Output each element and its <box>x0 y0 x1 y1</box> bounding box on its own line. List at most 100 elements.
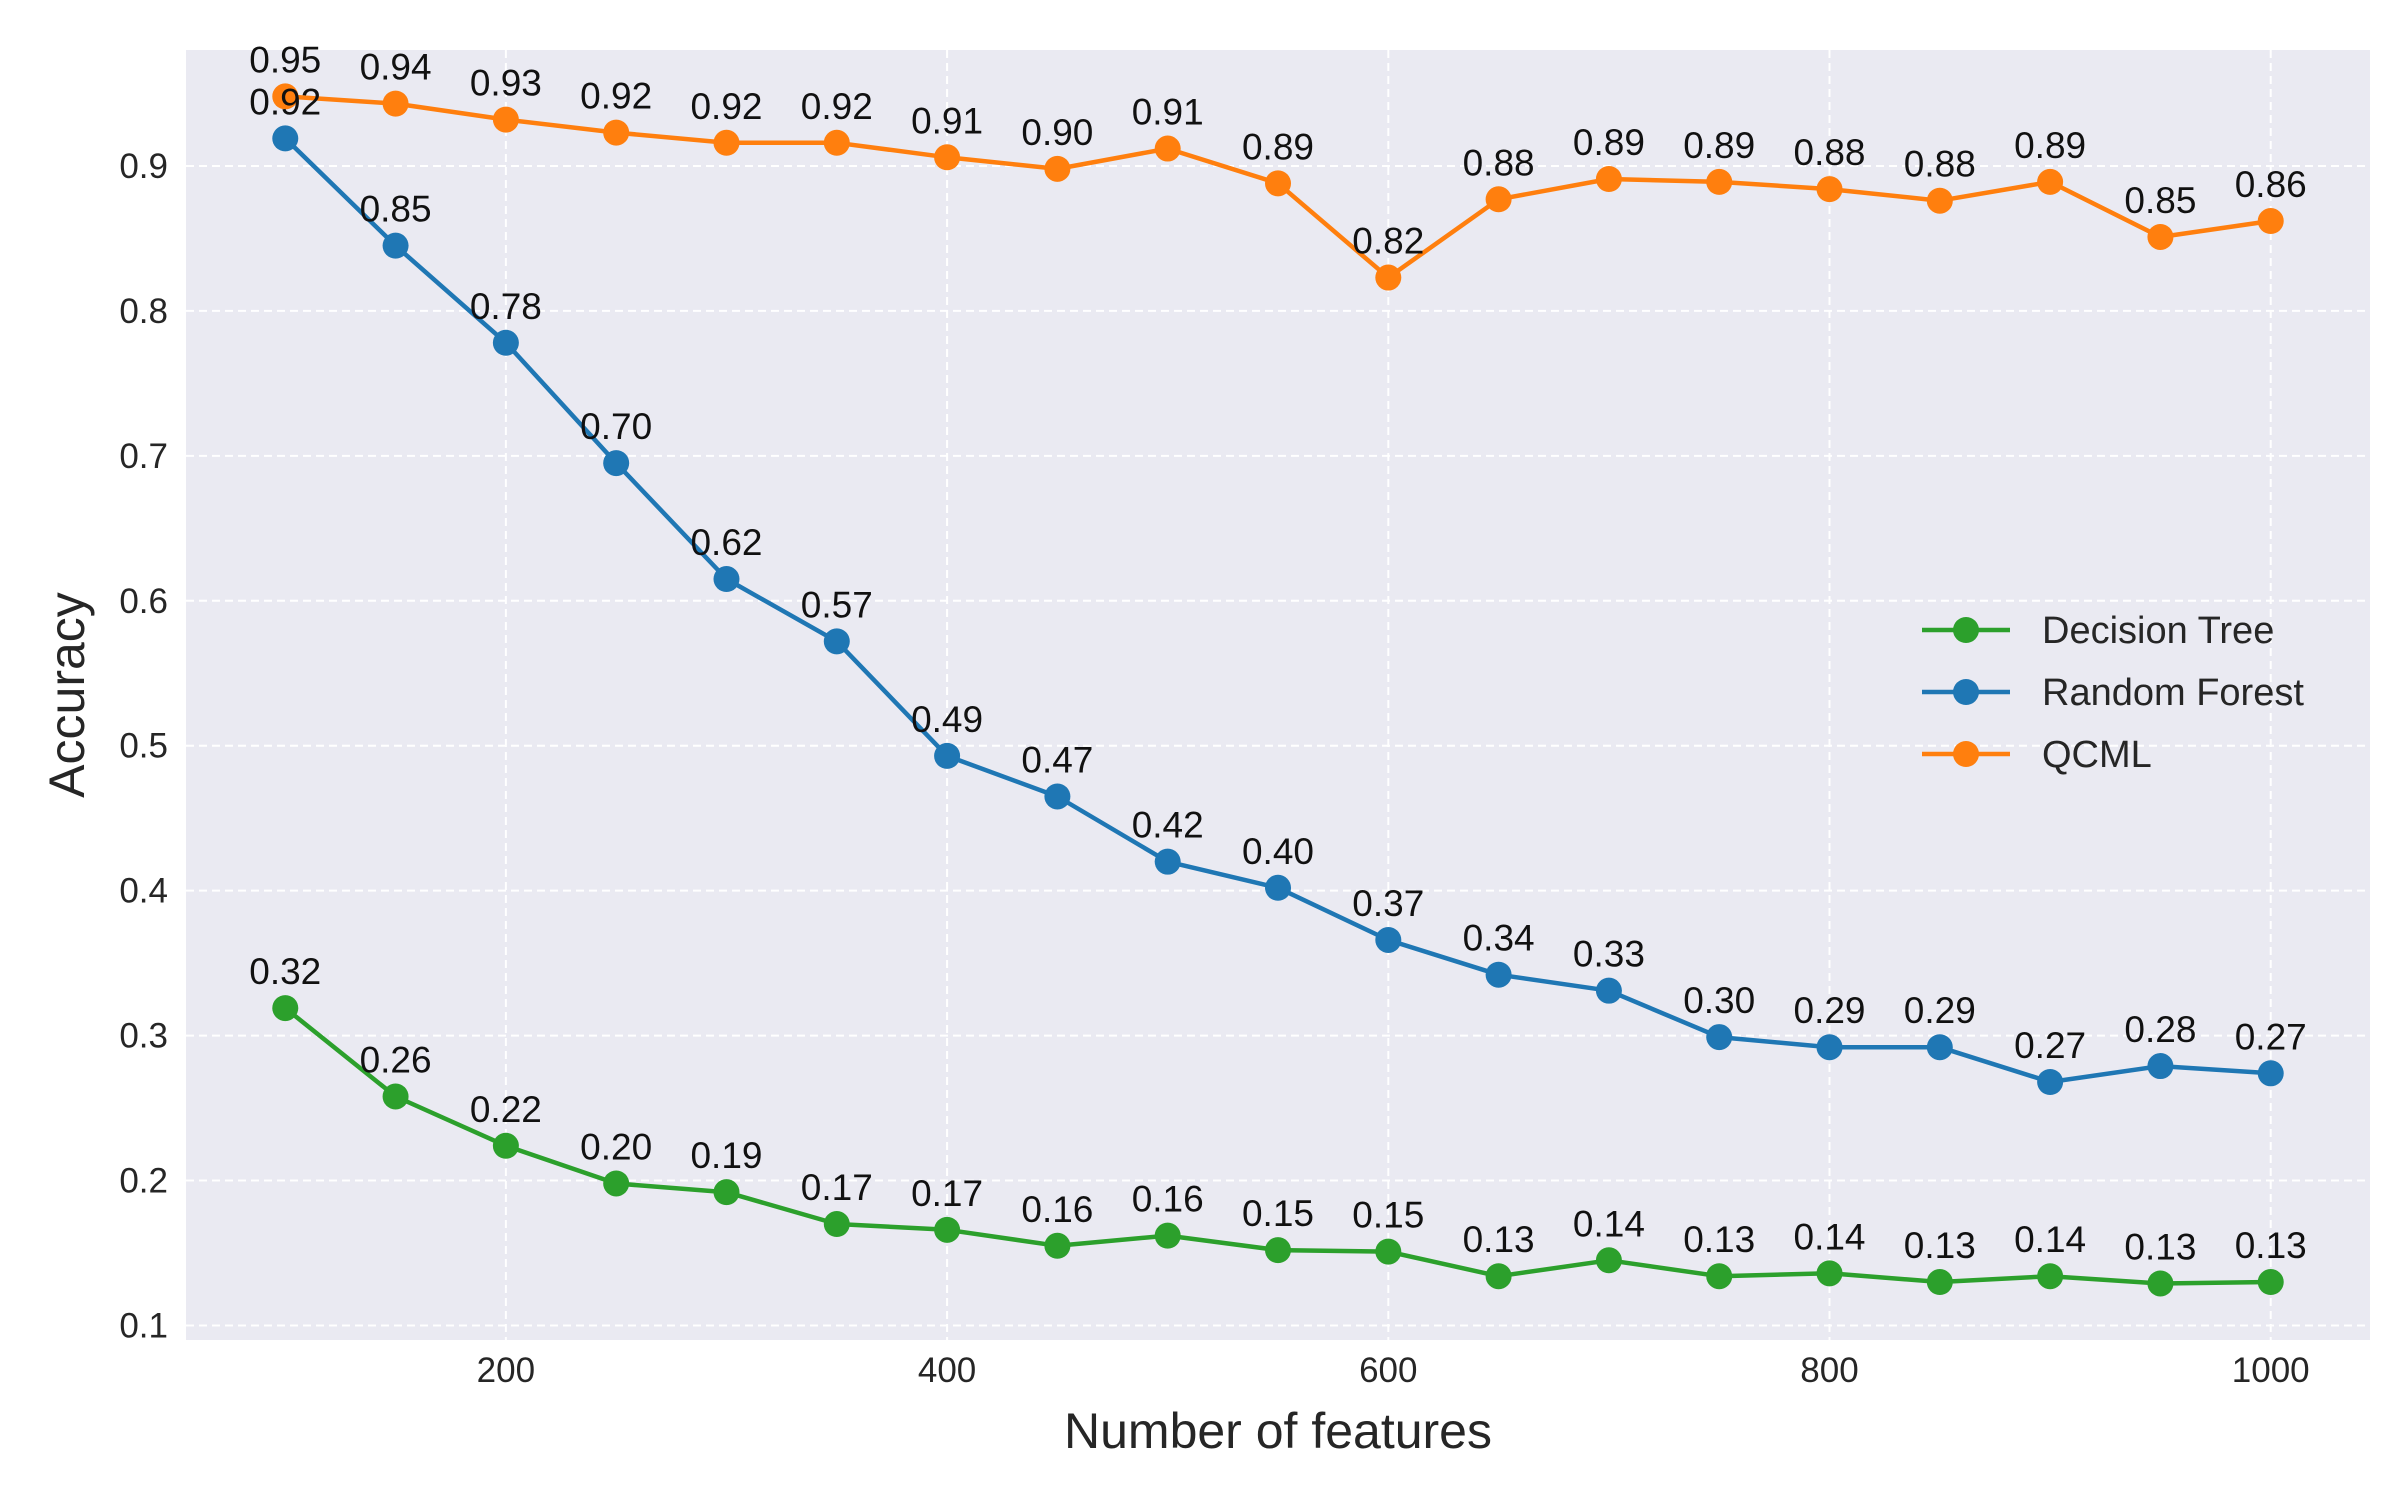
data-label-random-forest: 0.29 <box>1794 990 1866 1031</box>
legend: Decision Tree Random Forest QCML <box>1922 610 2304 776</box>
legend-marker-qcml <box>1953 741 1979 767</box>
series-random-forest <box>272 125 2284 1095</box>
data-label-decision-tree: 0.15 <box>1352 1195 1424 1236</box>
data-label-random-forest: 0.37 <box>1352 883 1424 924</box>
x-axis-title: Number of features <box>1064 1403 1492 1459</box>
data-point-random-forest <box>1595 977 1622 1004</box>
data-label-decision-tree: 0.17 <box>911 1173 983 1214</box>
data-label-decision-tree: 0.13 <box>1463 1219 1535 1260</box>
legend-label-decision-tree: Decision Tree <box>2042 610 2274 652</box>
data-label-random-forest: 0.27 <box>2235 1016 2307 1057</box>
data-point-decision-tree <box>2037 1263 2064 1290</box>
data-label-decision-tree: 0.20 <box>580 1126 652 1167</box>
data-label-decision-tree: 0.14 <box>2014 1219 2086 1260</box>
data-label-random-forest: 0.70 <box>580 406 652 447</box>
data-label-decision-tree: 0.14 <box>1794 1216 1866 1257</box>
legend-label-qcml: QCML <box>2042 734 2152 776</box>
data-label-decision-tree: 0.14 <box>1573 1203 1645 1244</box>
legend-item-qcml: QCML <box>1922 734 2152 776</box>
data-point-qcml <box>2037 168 2064 195</box>
data-point-random-forest <box>934 742 961 769</box>
data-point-decision-tree <box>713 1179 740 1206</box>
y-tick-label: 0.4 <box>119 872 168 911</box>
data-point-qcml <box>1154 135 1181 162</box>
data-label-random-forest: 0.29 <box>1904 990 1976 1031</box>
plot-area <box>186 50 2370 1340</box>
data-label-random-forest: 0.47 <box>1021 739 1093 780</box>
y-tick-label: 0.5 <box>119 727 168 766</box>
data-label-qcml: 0.89 <box>1683 125 1755 166</box>
y-axis-title: Accuracy <box>39 592 95 798</box>
data-label-qcml: 0.89 <box>1573 122 1645 163</box>
y-tick-label: 0.7 <box>119 437 168 476</box>
data-point-decision-tree <box>2147 1270 2174 1297</box>
x-tick-label: 600 <box>1359 1351 1417 1390</box>
series-qcml <box>272 83 2284 291</box>
data-point-decision-tree <box>1044 1232 1071 1259</box>
legend-item-random-forest: Random Forest <box>1922 672 2304 714</box>
data-label-qcml: 0.88 <box>1463 142 1535 183</box>
data-point-decision-tree <box>1816 1260 1843 1287</box>
data-label-decision-tree: 0.32 <box>249 951 321 992</box>
data-label-qcml: 0.90 <box>1021 112 1093 153</box>
data-label-random-forest: 0.49 <box>911 699 983 740</box>
data-point-decision-tree <box>1375 1238 1402 1265</box>
x-tick-label: 400 <box>918 1351 976 1390</box>
data-label-decision-tree: 0.26 <box>360 1039 432 1080</box>
data-point-qcml <box>2257 208 2284 235</box>
data-point-qcml <box>823 129 850 156</box>
series-decision-tree <box>272 995 2284 1297</box>
data-label-random-forest: 0.33 <box>1573 934 1645 975</box>
x-tick-label: 1000 <box>2232 1351 2310 1390</box>
data-label-random-forest: 0.30 <box>1683 980 1755 1021</box>
data-label-decision-tree: 0.15 <box>1242 1193 1314 1234</box>
data-label-decision-tree: 0.13 <box>1683 1219 1755 1260</box>
data-label-qcml: 0.92 <box>580 76 652 117</box>
data-label-decision-tree: 0.13 <box>2124 1226 2196 1267</box>
data-label-qcml: 0.82 <box>1352 221 1424 262</box>
data-label-random-forest: 0.78 <box>470 286 542 327</box>
data-point-decision-tree <box>1265 1237 1291 1264</box>
data-point-random-forest <box>1044 783 1071 810</box>
data-point-qcml <box>1044 155 1071 182</box>
legend-label-random-forest: Random Forest <box>2042 672 2304 714</box>
data-label-qcml: 0.95 <box>249 39 321 80</box>
data-point-decision-tree <box>1595 1247 1622 1274</box>
data-point-decision-tree <box>823 1211 850 1238</box>
data-point-random-forest <box>603 450 630 477</box>
data-point-random-forest <box>2037 1069 2064 1095</box>
data-label-decision-tree: 0.13 <box>1904 1225 1976 1266</box>
data-label-qcml: 0.91 <box>1132 92 1204 133</box>
data-point-decision-tree <box>492 1132 519 1159</box>
data-point-qcml <box>713 129 740 156</box>
data-point-qcml <box>492 106 519 133</box>
x-tick-label: 800 <box>1800 1351 1858 1390</box>
data-label-random-forest: 0.57 <box>801 584 873 625</box>
data-point-random-forest <box>1375 926 1402 953</box>
y-tick-label: 0.9 <box>119 147 168 186</box>
data-label-qcml: 0.93 <box>470 63 542 104</box>
data-point-random-forest <box>492 329 519 356</box>
data-label-random-forest: 0.42 <box>1132 805 1204 846</box>
data-point-random-forest <box>382 232 409 259</box>
data-point-random-forest <box>823 628 850 655</box>
data-label-random-forest: 0.28 <box>2124 1009 2196 1050</box>
data-point-random-forest <box>2257 1060 2284 1087</box>
data-label-qcml: 0.88 <box>1904 144 1976 185</box>
data-point-qcml <box>1485 186 1512 213</box>
data-point-qcml <box>1706 168 1733 195</box>
y-tick-label: 0.2 <box>119 1162 168 1201</box>
data-label-qcml: 0.89 <box>2014 125 2086 166</box>
y-tick-label: 0.3 <box>119 1017 168 1056</box>
data-point-qcml <box>1595 166 1622 192</box>
data-label-decision-tree: 0.19 <box>690 1135 762 1176</box>
data-label-random-forest: 0.85 <box>360 189 432 230</box>
data-label-random-forest: 0.62 <box>690 522 762 563</box>
data-label-decision-tree: 0.16 <box>1132 1179 1204 1220</box>
data-point-qcml <box>272 83 299 110</box>
data-point-qcml <box>1926 187 1953 214</box>
data-label-decision-tree: 0.17 <box>801 1167 873 1208</box>
data-point-qcml <box>382 90 409 117</box>
